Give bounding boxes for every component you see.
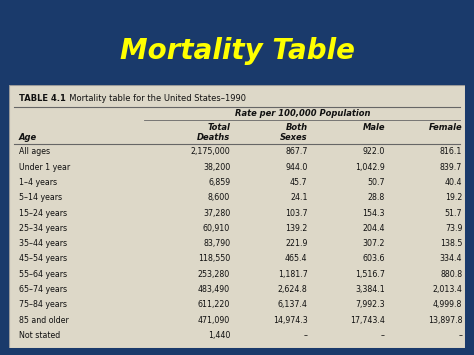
- Text: 8,600: 8,600: [208, 193, 230, 202]
- Text: 24.1: 24.1: [290, 193, 308, 202]
- Text: 603.6: 603.6: [363, 255, 385, 263]
- Text: 253,280: 253,280: [198, 270, 230, 279]
- Text: 1,042.9: 1,042.9: [355, 163, 385, 172]
- Text: 37,280: 37,280: [203, 209, 230, 218]
- Text: 60,910: 60,910: [203, 224, 230, 233]
- Text: TABLE 4.1: TABLE 4.1: [18, 94, 65, 103]
- Text: 19.2: 19.2: [445, 193, 462, 202]
- Text: –: –: [303, 331, 308, 340]
- Text: Male: Male: [363, 122, 385, 131]
- Text: 465.4: 465.4: [285, 255, 308, 263]
- Text: Mortality table for the United States–1990: Mortality table for the United States–19…: [64, 94, 246, 103]
- Text: 3,384.1: 3,384.1: [355, 285, 385, 294]
- Text: 334.4: 334.4: [440, 255, 462, 263]
- Text: 1,516.7: 1,516.7: [355, 270, 385, 279]
- Text: 85 and older: 85 and older: [18, 316, 68, 324]
- Text: 1,440: 1,440: [208, 331, 230, 340]
- Text: 944.0: 944.0: [285, 163, 308, 172]
- Text: 14,974.3: 14,974.3: [273, 316, 308, 324]
- Text: 50.7: 50.7: [367, 178, 385, 187]
- Text: 51.7: 51.7: [445, 209, 462, 218]
- Text: 839.7: 839.7: [440, 163, 462, 172]
- Text: 221.9: 221.9: [285, 239, 308, 248]
- Text: Mortality Table: Mortality Table: [119, 37, 355, 65]
- Text: Under 1 year: Under 1 year: [18, 163, 70, 172]
- Text: Not stated: Not stated: [18, 331, 60, 340]
- Text: 611,220: 611,220: [198, 300, 230, 309]
- Text: 73.9: 73.9: [445, 224, 462, 233]
- Text: 38,200: 38,200: [203, 163, 230, 172]
- Text: 15–24 years: 15–24 years: [18, 209, 67, 218]
- Text: 867.7: 867.7: [285, 147, 308, 157]
- Text: Both: Both: [285, 122, 308, 131]
- Text: 816.1: 816.1: [440, 147, 462, 157]
- Text: 880.8: 880.8: [440, 270, 462, 279]
- Text: 138.5: 138.5: [440, 239, 462, 248]
- Text: 17,743.4: 17,743.4: [350, 316, 385, 324]
- Text: –: –: [458, 331, 462, 340]
- Text: 483,490: 483,490: [198, 285, 230, 294]
- Text: All ages: All ages: [18, 147, 50, 157]
- Text: 1–4 years: 1–4 years: [18, 178, 57, 187]
- Text: 2,624.8: 2,624.8: [278, 285, 308, 294]
- FancyBboxPatch shape: [9, 85, 465, 348]
- Text: 45–54 years: 45–54 years: [18, 255, 67, 263]
- Text: 75–84 years: 75–84 years: [18, 300, 66, 309]
- Text: 139.2: 139.2: [285, 224, 308, 233]
- Text: Age: Age: [18, 133, 36, 142]
- Text: Deaths: Deaths: [197, 133, 230, 142]
- Text: 4,999.8: 4,999.8: [433, 300, 462, 309]
- Text: 6,137.4: 6,137.4: [278, 300, 308, 309]
- Text: 2,013.4: 2,013.4: [432, 285, 462, 294]
- Text: 25–34 years: 25–34 years: [18, 224, 67, 233]
- Text: 83,790: 83,790: [203, 239, 230, 248]
- Text: Sexes: Sexes: [280, 133, 308, 142]
- Text: 922.0: 922.0: [363, 147, 385, 157]
- Text: 45.7: 45.7: [290, 178, 308, 187]
- Text: 471,090: 471,090: [198, 316, 230, 324]
- Text: 35–44 years: 35–44 years: [18, 239, 67, 248]
- Text: Female: Female: [428, 122, 462, 131]
- Text: 7,992.3: 7,992.3: [355, 300, 385, 309]
- Text: Rate per 100,000 Population: Rate per 100,000 Population: [235, 109, 371, 118]
- Text: –: –: [381, 331, 385, 340]
- Text: 5–14 years: 5–14 years: [18, 193, 62, 202]
- Text: 40.4: 40.4: [445, 178, 462, 187]
- Text: 154.3: 154.3: [363, 209, 385, 218]
- Text: 28.8: 28.8: [368, 193, 385, 202]
- Text: Total: Total: [207, 122, 230, 131]
- Text: 103.7: 103.7: [285, 209, 308, 218]
- Text: 13,897.8: 13,897.8: [428, 316, 462, 324]
- Text: 118,550: 118,550: [198, 255, 230, 263]
- Text: 6,859: 6,859: [208, 178, 230, 187]
- Text: 1,181.7: 1,181.7: [278, 270, 308, 279]
- Text: 2,175,000: 2,175,000: [191, 147, 230, 157]
- Text: 307.2: 307.2: [363, 239, 385, 248]
- Text: 204.4: 204.4: [363, 224, 385, 233]
- Text: 65–74 years: 65–74 years: [18, 285, 67, 294]
- Text: 55–64 years: 55–64 years: [18, 270, 67, 279]
